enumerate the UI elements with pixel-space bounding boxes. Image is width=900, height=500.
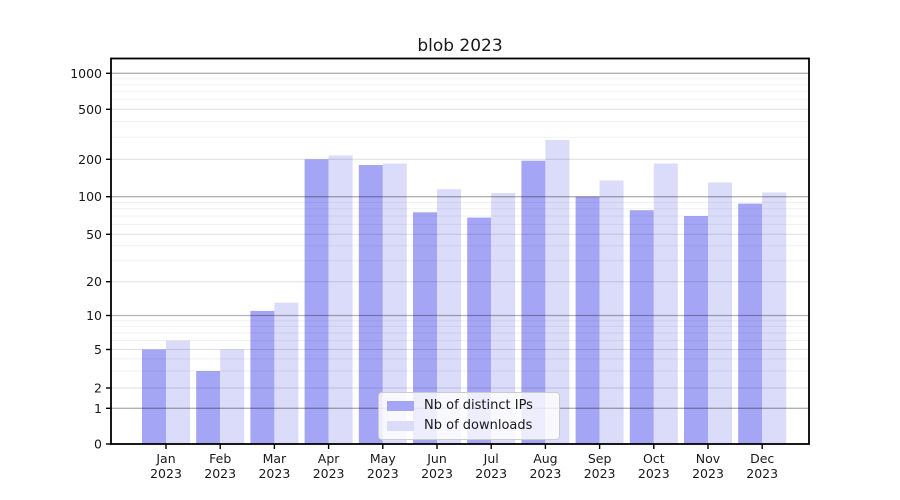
x-tick-label-feb-2023: Feb 2023 [204, 451, 236, 481]
bar-feb-nb-of-downloads [220, 349, 245, 444]
x-tick-label-jun-2023: Jun 2023 [421, 451, 453, 481]
bar-apr-nb-of-downloads [328, 155, 353, 444]
bar-apr-nb-of-distinct-ips [304, 159, 329, 445]
x-tick-label-may-2023: May 2023 [367, 451, 399, 481]
y-tick-label-2: 2 [94, 381, 102, 396]
x-tick-label-aug-2023: Aug 2023 [529, 451, 561, 481]
bar-dec-nb-of-distinct-ips [738, 203, 763, 444]
bar-sep-nb-of-distinct-ips [575, 196, 600, 444]
x-tick-label-apr-2023: Apr 2023 [313, 451, 345, 481]
legend: Nb of distinct IPs Nb of downloads [378, 392, 560, 440]
bar-feb-nb-of-distinct-ips [196, 371, 221, 444]
bar-mar-nb-of-distinct-ips [250, 310, 275, 444]
y-tick-label-20: 20 [86, 274, 102, 289]
legend-swatch-downloads [387, 420, 414, 431]
plot-frame [110, 57, 810, 445]
bar-jan-nb-of-downloads [166, 340, 190, 444]
bar-nov-nb-of-distinct-ips [684, 216, 708, 444]
y-tick-label-10: 10 [86, 308, 102, 323]
x-tick-label-jan-2023: Jan 2023 [150, 451, 182, 481]
bar-nov-nb-of-downloads [708, 182, 732, 444]
x-tick-label-dec-2023: Dec 2023 [746, 451, 778, 481]
x-tick-label-sep-2023: Sep 2023 [584, 451, 616, 481]
legend-label-distinct-ips: Nb of distinct IPs [424, 398, 533, 413]
legend-label-downloads: Nb of downloads [424, 418, 533, 433]
legend-item-distinct-ips: Nb of distinct IPs [387, 398, 551, 413]
y-tick-label-200: 200 [78, 152, 102, 167]
bar-mar-nb-of-downloads [274, 302, 299, 444]
x-tick-label-oct-2023: Oct 2023 [638, 451, 670, 481]
x-tick-label-jul-2023: Jul 2023 [475, 451, 507, 481]
y-tick-label-500: 500 [78, 102, 102, 117]
chart-title: blob 2023 [417, 36, 503, 56]
x-tick-label-nov-2023: Nov 2023 [692, 451, 724, 481]
y-tick-label-50: 50 [86, 227, 102, 242]
bar-dec-nb-of-downloads [762, 192, 787, 444]
y-tick-label-0: 0 [94, 437, 102, 452]
legend-swatch-distinct-ips [387, 400, 414, 411]
x-tick-label-mar-2023: Mar 2023 [258, 451, 290, 481]
y-tick-label-100: 100 [78, 189, 102, 204]
bar-jan-nb-of-distinct-ips [142, 349, 166, 444]
legend-item-downloads: Nb of downloads [387, 418, 551, 433]
bar-oct-nb-of-downloads [653, 163, 678, 444]
bar-sep-nb-of-downloads [599, 180, 624, 444]
y-tick-label-1: 1 [94, 401, 102, 416]
y-tick-label-5: 5 [94, 342, 102, 357]
bar-oct-nb-of-distinct-ips [629, 210, 654, 444]
y-tick-label-1000: 1000 [70, 66, 102, 81]
